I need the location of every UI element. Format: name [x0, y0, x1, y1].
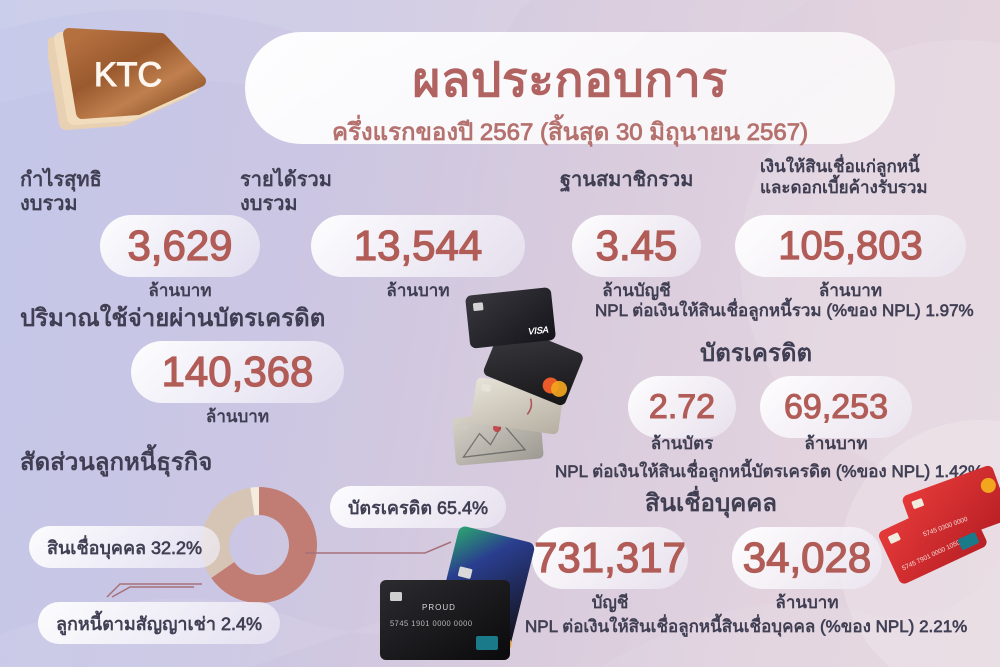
- svg-text:PROUD: PROUD: [422, 603, 456, 612]
- svg-text:KTC: KTC: [94, 56, 162, 94]
- svg-text:5745 1901 0000 0000: 5745 1901 0000 0000: [390, 619, 473, 628]
